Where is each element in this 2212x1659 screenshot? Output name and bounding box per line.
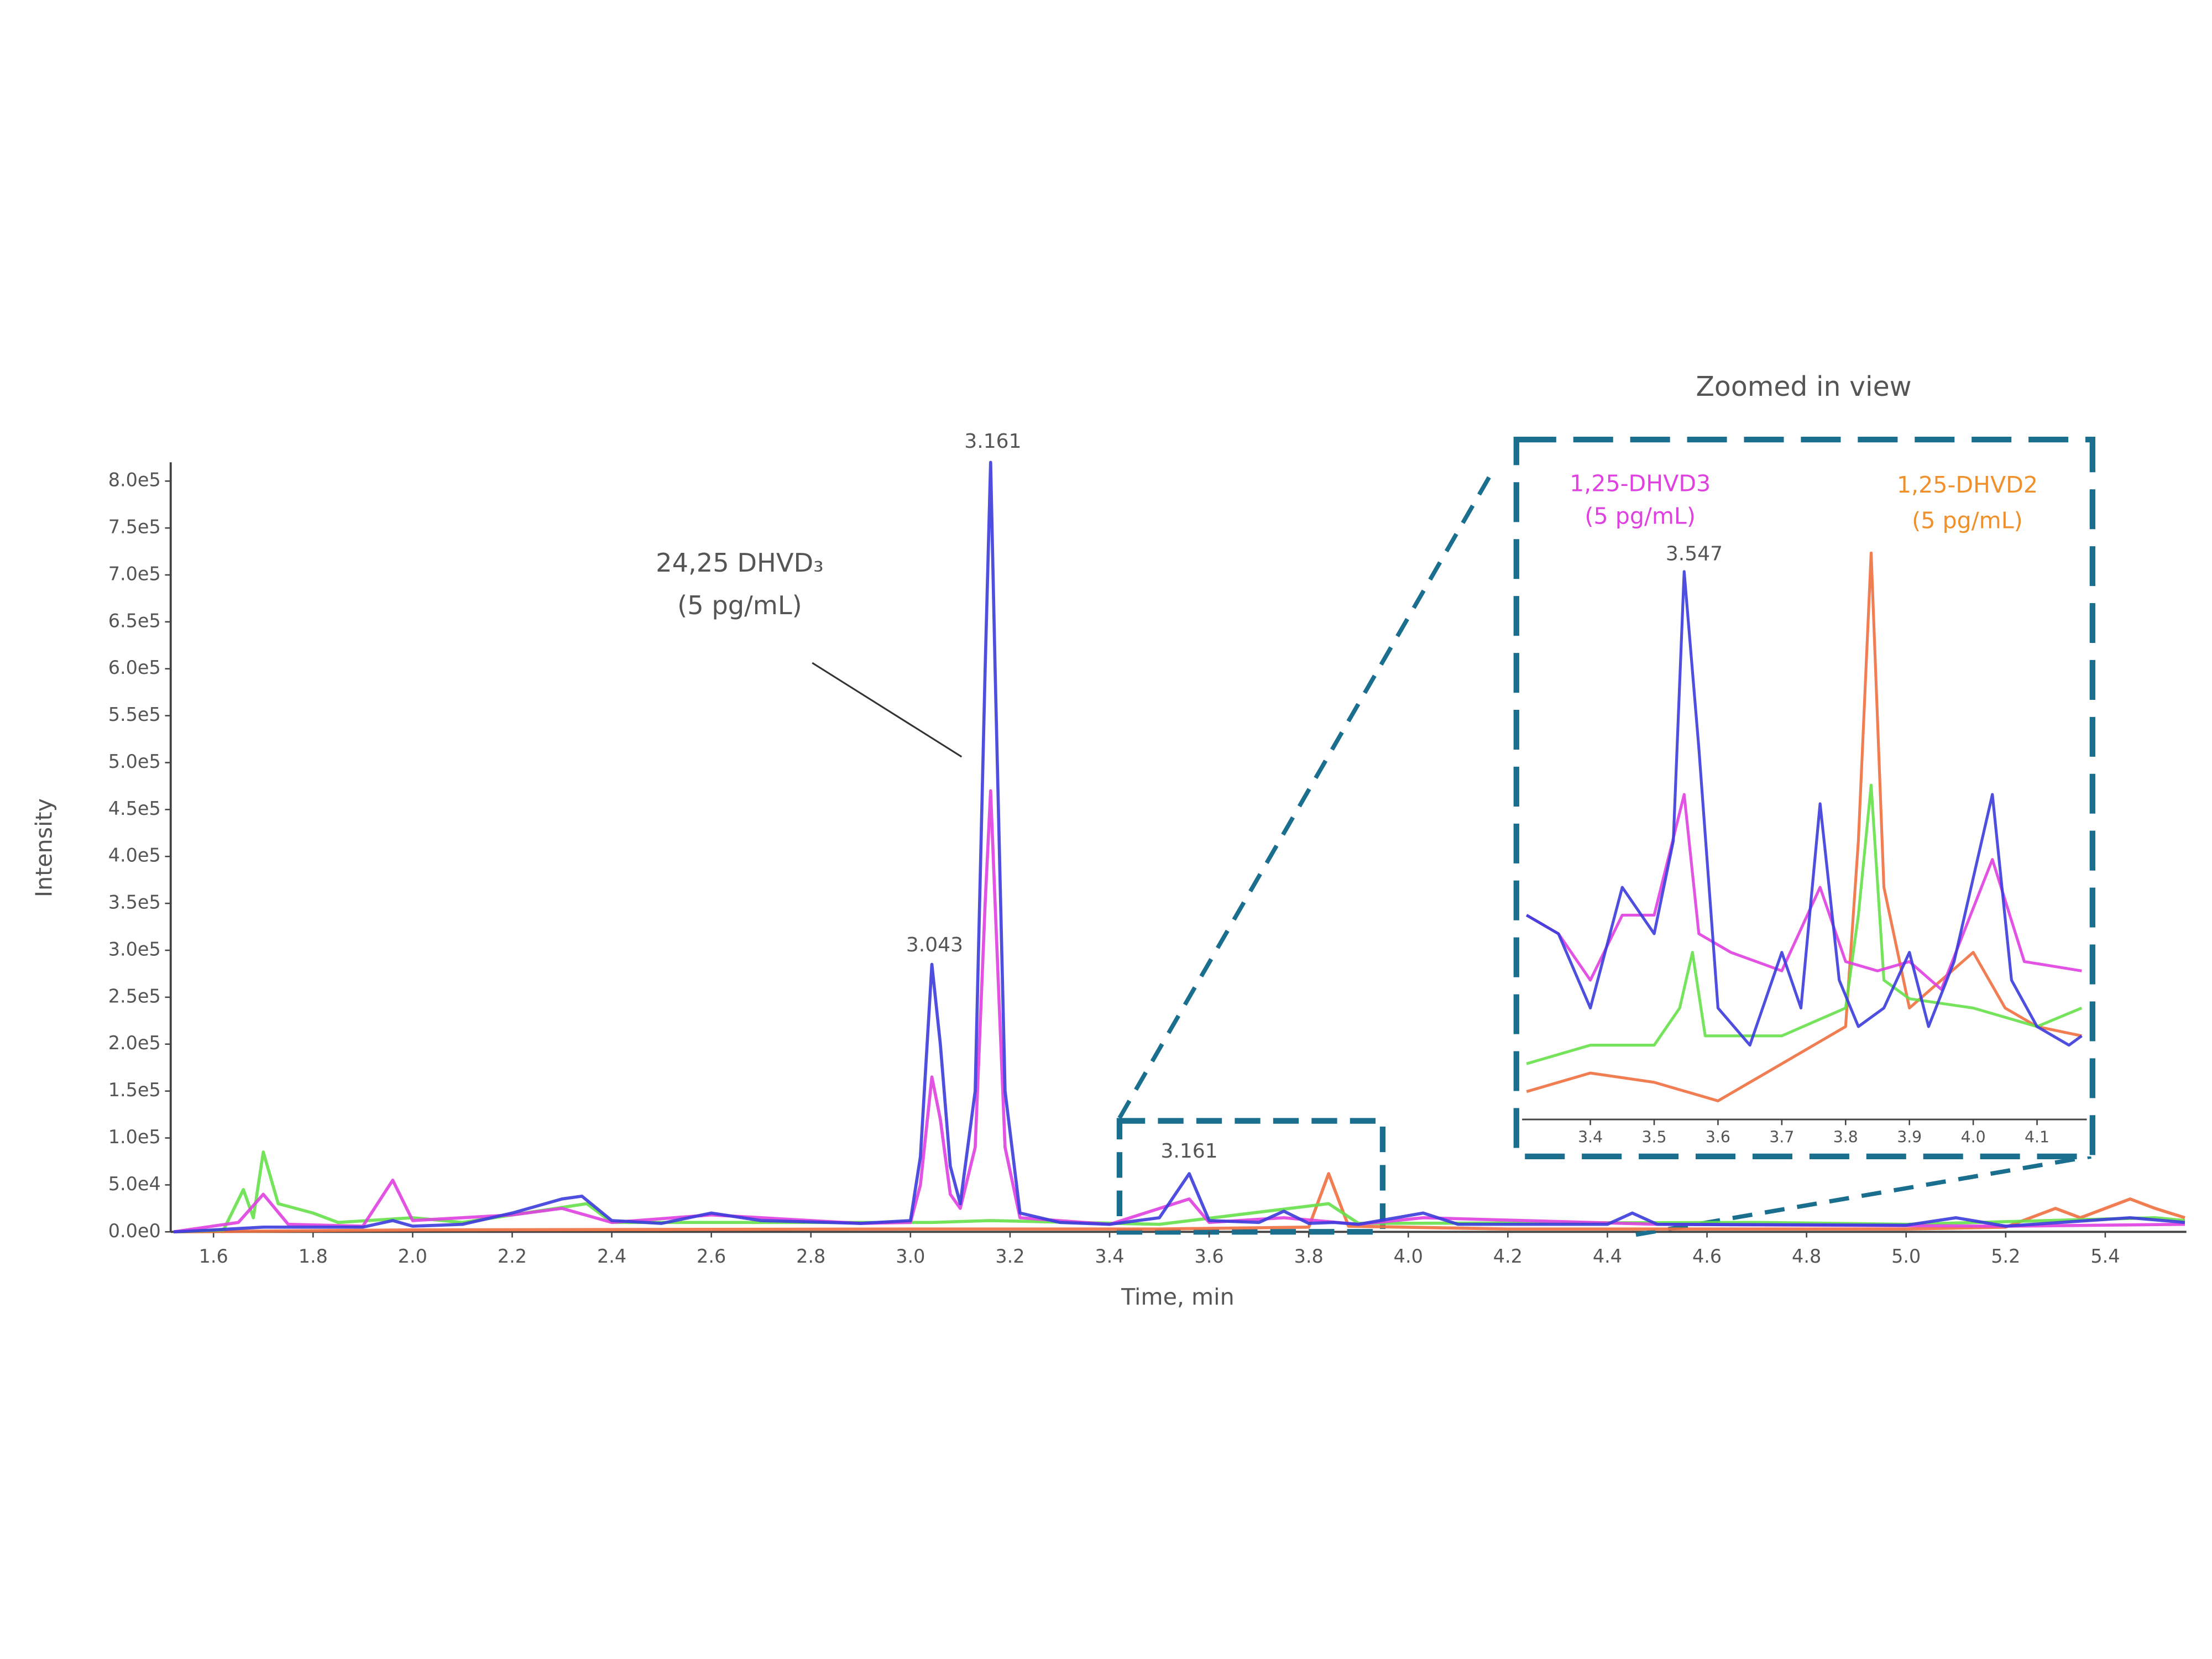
- inset-compound-label: 1,25-DHVD3: [1570, 470, 1711, 496]
- peak-label: 3.161: [1160, 1140, 1217, 1163]
- x-tick-label: 5.0: [1891, 1245, 1921, 1267]
- x-tick-label: 3.4: [1578, 1128, 1603, 1146]
- y-tick-label: 5.0e4: [108, 1173, 161, 1195]
- x-tick-label: 4.2: [1493, 1245, 1523, 1267]
- x-axis-label: Time, min: [1121, 1284, 1235, 1310]
- y-tick-label: 7.5e5: [108, 516, 161, 538]
- trace: [174, 460, 2185, 1234]
- y-tick-label: 6.0e5: [108, 657, 161, 678]
- inset-frame: [1513, 436, 2096, 1160]
- y-axis-label: Intensity: [30, 798, 57, 897]
- y-tick-label: 3.0e5: [108, 939, 161, 960]
- y-tick-label: 2.0e5: [108, 1032, 161, 1054]
- y-tick-label: 5.0e5: [108, 751, 161, 772]
- peak-label: 3.043: [906, 934, 963, 956]
- x-tick-label: 4.1: [2025, 1128, 2049, 1146]
- y-tick-label: 4.0e5: [108, 845, 161, 866]
- x-tick-label: 1.8: [299, 1245, 328, 1267]
- x-tick-label: 3.6: [1195, 1245, 1224, 1267]
- y-tick-label: 6.5e5: [108, 610, 161, 631]
- x-tick-label: 3.8: [1833, 1128, 1858, 1146]
- trace: [1525, 570, 2083, 1047]
- x-tick-label: 3.5: [1642, 1128, 1667, 1146]
- x-tick-label: 1.6: [199, 1245, 228, 1267]
- x-tick-label: 4.0: [1394, 1245, 1423, 1267]
- inset-title: Zoomed in view: [1696, 371, 1911, 402]
- inset-peak-label: 3.547: [1666, 543, 1723, 566]
- x-tick-label: 3.0: [896, 1245, 925, 1267]
- zoom-region: [1116, 1118, 1386, 1235]
- x-tick-label: 3.6: [1706, 1128, 1730, 1146]
- x-tick-label: 5.4: [2090, 1245, 2120, 1267]
- y-tick-label: 2.5e5: [108, 985, 161, 1007]
- x-tick-label: 4.4: [1593, 1245, 1622, 1267]
- x-tick-label: 4.6: [1692, 1245, 1722, 1267]
- x-tick-label: 3.9: [1897, 1128, 1922, 1146]
- x-tick-label: 4.8: [1792, 1245, 1821, 1267]
- y-tick-label: 1.5e5: [108, 1079, 161, 1101]
- trace: [1526, 551, 2082, 1102]
- x-tick-label: 2.6: [697, 1245, 726, 1267]
- y-tick-label: 0.0e0: [108, 1220, 161, 1242]
- leader-line: [812, 662, 963, 758]
- x-tick-label: 3.8: [1294, 1245, 1324, 1267]
- y-tick-label: 7.0e5: [108, 563, 161, 584]
- y-tick-label: 1.0e5: [108, 1126, 161, 1148]
- inset-concentration-label: (5 pg/mL): [1912, 507, 2023, 533]
- x-tick-label: 5.2: [1991, 1245, 2020, 1267]
- x-tick-label: 2.8: [796, 1245, 825, 1267]
- trace: [174, 1172, 2185, 1234]
- trace: [1526, 783, 2083, 1065]
- concentration-label: (5 pg/mL): [677, 590, 802, 620]
- x-tick-label: 3.4: [1095, 1245, 1124, 1267]
- x-tick-label: 3.2: [995, 1245, 1024, 1267]
- zoom-connector: [1117, 468, 1495, 1119]
- x-tick-label: 2.2: [498, 1245, 527, 1267]
- x-tick-label: 4.0: [1961, 1128, 1986, 1146]
- trace: [173, 789, 2185, 1234]
- peak-label: 3.161: [964, 430, 1021, 453]
- x-tick-label: 2.4: [597, 1245, 626, 1267]
- y-tick-label: 3.5e5: [108, 892, 161, 913]
- y-tick-label: 4.5e5: [108, 798, 161, 819]
- x-tick-label: 2.0: [398, 1245, 427, 1267]
- y-tick-label: 5.5e5: [108, 704, 161, 725]
- compound-label: 24,25 DHVD₃: [656, 548, 824, 578]
- inset-compound-label: 1,25-DHVD2: [1897, 472, 2038, 498]
- y-tick-label: 8.0e5: [108, 469, 161, 491]
- x-tick-label: 3.7: [1769, 1128, 1794, 1146]
- inset-concentration-label: (5 pg/mL): [1585, 503, 1696, 530]
